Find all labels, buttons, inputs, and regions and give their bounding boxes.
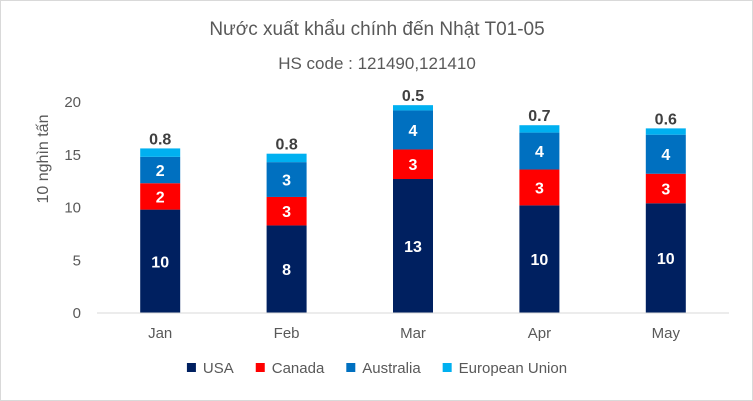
bar-usa-feb [266, 225, 307, 313]
data-label-australia: 2 [156, 163, 165, 180]
bar-stack-apr: 10 3 4 0.7 [519, 108, 560, 313]
bar-canada-jan [140, 183, 181, 210]
y-tick-label: 20 [64, 94, 81, 111]
legend-label-usa: USA [203, 360, 234, 377]
bars: 10 2 2 0.8 8 3 3 0.8 13 3 4 0.5 10 3 4 0.7 10 3 4 0.6 [140, 88, 686, 313]
bar-canada-feb [266, 196, 307, 226]
legend-swatch-canada [255, 363, 265, 372]
bar-stack-may: 10 3 4 0.6 [645, 111, 686, 313]
x-axis-ticks: Jan Feb Mar Apr May [148, 325, 680, 342]
chart-subtitle: HS code : 121490,121410 [278, 54, 476, 73]
bar-usa-jan [140, 209, 181, 313]
bar-european-union-mar [393, 105, 433, 111]
y-tick-label: 5 [73, 252, 81, 269]
bar-australia-may [645, 134, 686, 174]
legend-swatch-european-union [442, 363, 452, 372]
data-label-european-union: 0.8 [149, 131, 171, 148]
data-label-usa: 10 [531, 252, 549, 269]
legend-label-australia: Australia [362, 360, 421, 377]
data-label-canada: 2 [156, 189, 165, 206]
data-label-usa: 8 [282, 262, 291, 279]
data-label-canada: 3 [409, 157, 418, 174]
data-label-canada: 3 [661, 182, 670, 199]
data-label-australia: 4 [409, 123, 418, 140]
y-axis-ticks: 0 5 10 15 20 [64, 94, 81, 322]
data-label-european-union: 0.5 [402, 88, 424, 105]
bar-australia-jan [140, 156, 181, 184]
y-tick-label: 0 [73, 305, 81, 322]
bar-european-union-feb [266, 153, 307, 163]
legend-label-european-union: European Union [459, 360, 567, 377]
data-label-australia: 4 [661, 147, 670, 164]
y-tick-label: 15 [64, 147, 81, 164]
bar-usa-mar [393, 179, 433, 313]
x-tick-label: Apr [528, 325, 551, 342]
bar-european-union-jan [140, 148, 181, 157]
bar-european-union-apr [519, 125, 560, 133]
data-label-usa: 10 [657, 251, 675, 268]
legend-label-canada: Canada [272, 360, 325, 377]
data-label-european-union: 0.6 [655, 111, 677, 128]
x-tick-label: May [652, 325, 681, 342]
data-label-canada: 3 [535, 180, 544, 197]
bar-australia-mar [393, 110, 433, 150]
bar-usa-may [645, 203, 686, 313]
bar-australia-feb [266, 162, 307, 197]
bar-european-union-may [645, 128, 686, 135]
legend-swatch-australia [346, 363, 356, 372]
data-label-canada: 3 [282, 204, 291, 221]
x-tick-label: Feb [274, 325, 300, 342]
chart-title: Nước xuất khẩu chính đến Nhật T01-05 [209, 19, 544, 40]
bar-stack-mar: 13 3 4 0.5 [393, 88, 433, 313]
bar-canada-mar [393, 149, 433, 180]
data-label-australia: 3 [282, 173, 291, 190]
bar-stack-feb: 8 3 3 0.8 [266, 137, 307, 313]
data-label-australia: 4 [535, 144, 544, 161]
bar-stack-jan: 10 2 2 0.8 [140, 131, 181, 313]
bar-australia-apr [519, 132, 560, 170]
x-tick-label: Mar [400, 325, 426, 342]
bar-canada-may [645, 173, 686, 204]
legend-swatch-usa [186, 363, 196, 372]
data-label-usa: 10 [151, 254, 169, 271]
y-axis-label: 10 nghìn tấn [35, 115, 52, 204]
data-label-usa: 13 [404, 239, 422, 256]
y-tick-label: 10 [64, 200, 81, 217]
legend: USA Canada Australia European Union [186, 360, 567, 377]
bar-canada-apr [519, 169, 560, 206]
data-label-european-union: 0.7 [528, 108, 550, 125]
data-label-european-union: 0.8 [275, 137, 297, 154]
bar-usa-apr [519, 205, 560, 313]
x-tick-label: Jan [148, 325, 172, 342]
